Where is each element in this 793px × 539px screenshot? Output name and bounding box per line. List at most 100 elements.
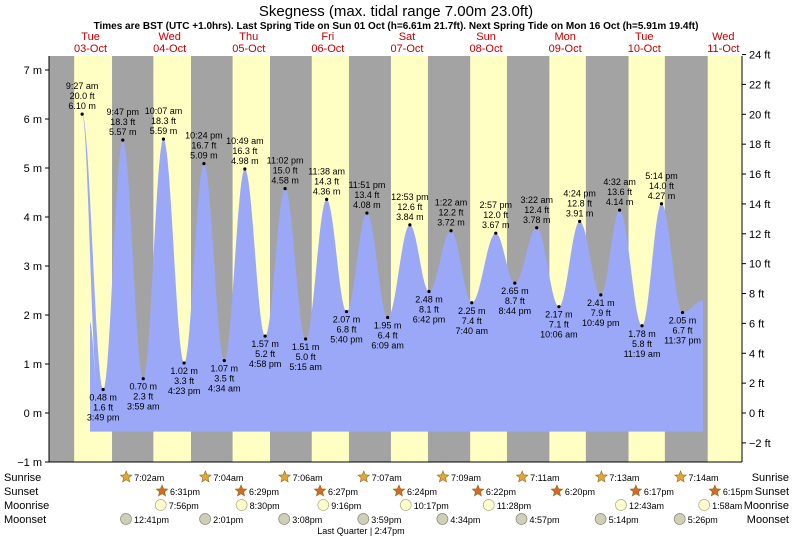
low-tide-time: 6:09 am	[371, 340, 404, 350]
day-name-label: Tue	[635, 31, 654, 43]
high-tide-time: 2:57 pm	[480, 200, 513, 210]
tide-point	[640, 324, 644, 328]
moonrise-time: 7:56pm	[169, 501, 199, 511]
low-tide-m: 2.05 m	[669, 316, 697, 326]
tide-point	[325, 197, 329, 201]
sunrise-icon	[436, 470, 450, 483]
sunset-icon	[471, 484, 485, 497]
high-tide-time: 10:07 am	[145, 106, 183, 116]
low-tide-time: 3:59 am	[127, 402, 160, 412]
tide-point	[182, 361, 186, 365]
moonset-icon	[515, 513, 528, 525]
sunset-time: 6:17pm	[644, 487, 674, 497]
low-tide-time: 8:44 pm	[499, 306, 532, 316]
moonset-icon	[199, 513, 211, 525]
right-tick-label: 22 ft	[749, 79, 770, 91]
high-tide-m: 5.59 m	[150, 126, 178, 136]
high-tide-time: 10:49 am	[226, 136, 264, 146]
sunset-icon	[313, 484, 327, 497]
low-tide-time: 5:15 am	[289, 362, 322, 372]
moonset-icon	[357, 513, 370, 525]
low-tide-ft: 2.3 ft	[133, 392, 154, 402]
moonrise-time: 11:28pm	[497, 501, 531, 511]
moonrise-icon	[482, 499, 495, 511]
right-tick-label: 4 ft	[749, 348, 764, 360]
left-tick-label: 7 m	[24, 65, 42, 77]
low-tide-ft: 7.4 ft	[462, 316, 483, 326]
left-tick-label: 2 m	[24, 310, 42, 322]
row-label-sunset-left: Sunset	[4, 486, 38, 498]
tide-point	[386, 315, 390, 320]
tide-point	[80, 112, 84, 116]
high-tide-ft: 12.8 ft	[567, 198, 593, 208]
moonset-icon	[278, 513, 291, 525]
moonset-icon	[436, 513, 449, 525]
high-tide-time: 3:22 am	[520, 195, 553, 205]
tide-point	[618, 208, 622, 212]
day-name-label: Wed	[712, 31, 734, 43]
high-tide-ft: 12.0 ft	[483, 210, 509, 220]
high-tide-ft: 12.4 ft	[524, 205, 550, 215]
moonset-icon	[120, 513, 132, 525]
low-tide-m: 2.17 m	[545, 310, 573, 320]
tide-point	[494, 231, 498, 235]
sunset-time: 6:27pm	[328, 487, 358, 497]
moonset-time: 4:34pm	[450, 515, 480, 525]
day-labels: Tue03-OctWed04-OctThu05-OctFri06-OctSat0…	[74, 31, 739, 55]
moonset-time: 12:41pm	[134, 515, 169, 525]
moonrise-time: 9:16pm	[331, 501, 361, 511]
tide-point	[680, 310, 685, 315]
sunset-time: 6:20pm	[565, 487, 595, 497]
left-tick-label: 4 m	[24, 212, 42, 224]
day-date-label: 08-Oct	[470, 43, 503, 55]
day-name-label: Wed	[158, 31, 180, 43]
moonset-time: 5:14pm	[609, 515, 639, 525]
day-date-label: 07-Oct	[390, 43, 423, 55]
sunrise-time: 7:04am	[213, 473, 243, 483]
moonrise-time: 12:43am	[629, 501, 664, 511]
low-tide-m: 1.57 m	[251, 339, 279, 349]
right-tick-label: 16 ft	[749, 169, 770, 181]
low-tide-ft: 5.8 ft	[632, 339, 653, 349]
left-tick-label: 3 m	[24, 261, 42, 273]
low-tide-m: 0.70 m	[129, 382, 157, 392]
low-tide-m: 2.48 m	[415, 294, 443, 304]
high-tide-m: 3.78 m	[523, 215, 551, 225]
high-tide-ft: 13.4 ft	[354, 190, 380, 200]
sunset-time: 6:22pm	[486, 487, 516, 497]
tide-point	[408, 223, 412, 227]
low-tide-ft: 6.8 ft	[337, 325, 358, 335]
moonset-icon	[594, 513, 607, 525]
high-tide-ft: 18.3 ft	[110, 117, 136, 127]
tide-point	[263, 334, 267, 338]
right-tick-label: 0 ft	[749, 408, 764, 420]
tide-point	[535, 226, 539, 230]
high-tide-time: 10:24 pm	[185, 131, 223, 141]
high-tide-m: 3.91 m	[566, 208, 594, 218]
high-tide-ft: 16.7 ft	[191, 141, 217, 151]
right-tick-label: 8 ft	[749, 289, 764, 301]
sunrise-icon	[594, 470, 608, 483]
high-tide-ft: 16.3 ft	[232, 146, 258, 156]
right-tick-label: 2 ft	[749, 378, 764, 390]
sunset-icon	[550, 484, 564, 497]
tide-point	[101, 387, 105, 392]
low-tide-m: 1.95 m	[374, 320, 402, 330]
high-tide-ft: 14.0 ft	[649, 181, 675, 191]
day-date-label: 04-Oct	[153, 43, 186, 55]
high-tide-m: 5.57 m	[109, 127, 137, 137]
row-label-sunrise-right: Sunrise	[752, 472, 789, 484]
tide-point	[243, 167, 247, 171]
low-tide-ft: 8.7 ft	[505, 296, 526, 306]
low-tide-time: 11:19 am	[624, 349, 661, 359]
tide-point	[557, 305, 561, 309]
day-date-label: 11-Oct	[707, 43, 739, 55]
row-label-moonrise-right: Moonrise	[744, 500, 789, 512]
tide-point	[344, 309, 349, 314]
high-tide-time: 11:51 pm	[348, 180, 385, 190]
day-name-label: Thu	[239, 31, 258, 43]
low-tide-ft: 6.4 ft	[378, 330, 399, 340]
low-tide-m: 1.02 m	[170, 366, 198, 376]
day-name-label: Fri	[321, 31, 334, 43]
